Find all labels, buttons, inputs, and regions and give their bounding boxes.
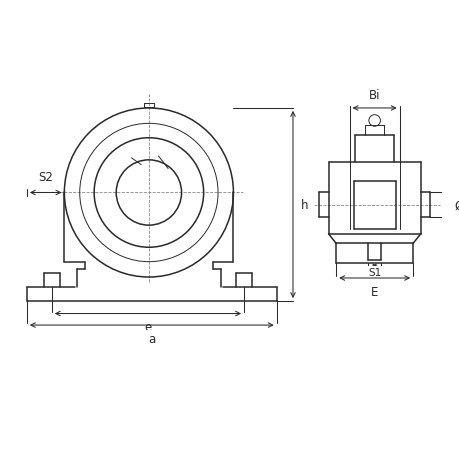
Text: Bi: Bi	[368, 89, 380, 102]
Text: E: E	[370, 285, 377, 298]
Text: S2: S2	[38, 170, 53, 184]
Text: Ø: Ø	[453, 199, 459, 212]
Text: a: a	[148, 332, 155, 345]
Text: h: h	[300, 199, 308, 212]
Text: e: e	[144, 320, 151, 334]
Text: S1: S1	[367, 268, 381, 278]
